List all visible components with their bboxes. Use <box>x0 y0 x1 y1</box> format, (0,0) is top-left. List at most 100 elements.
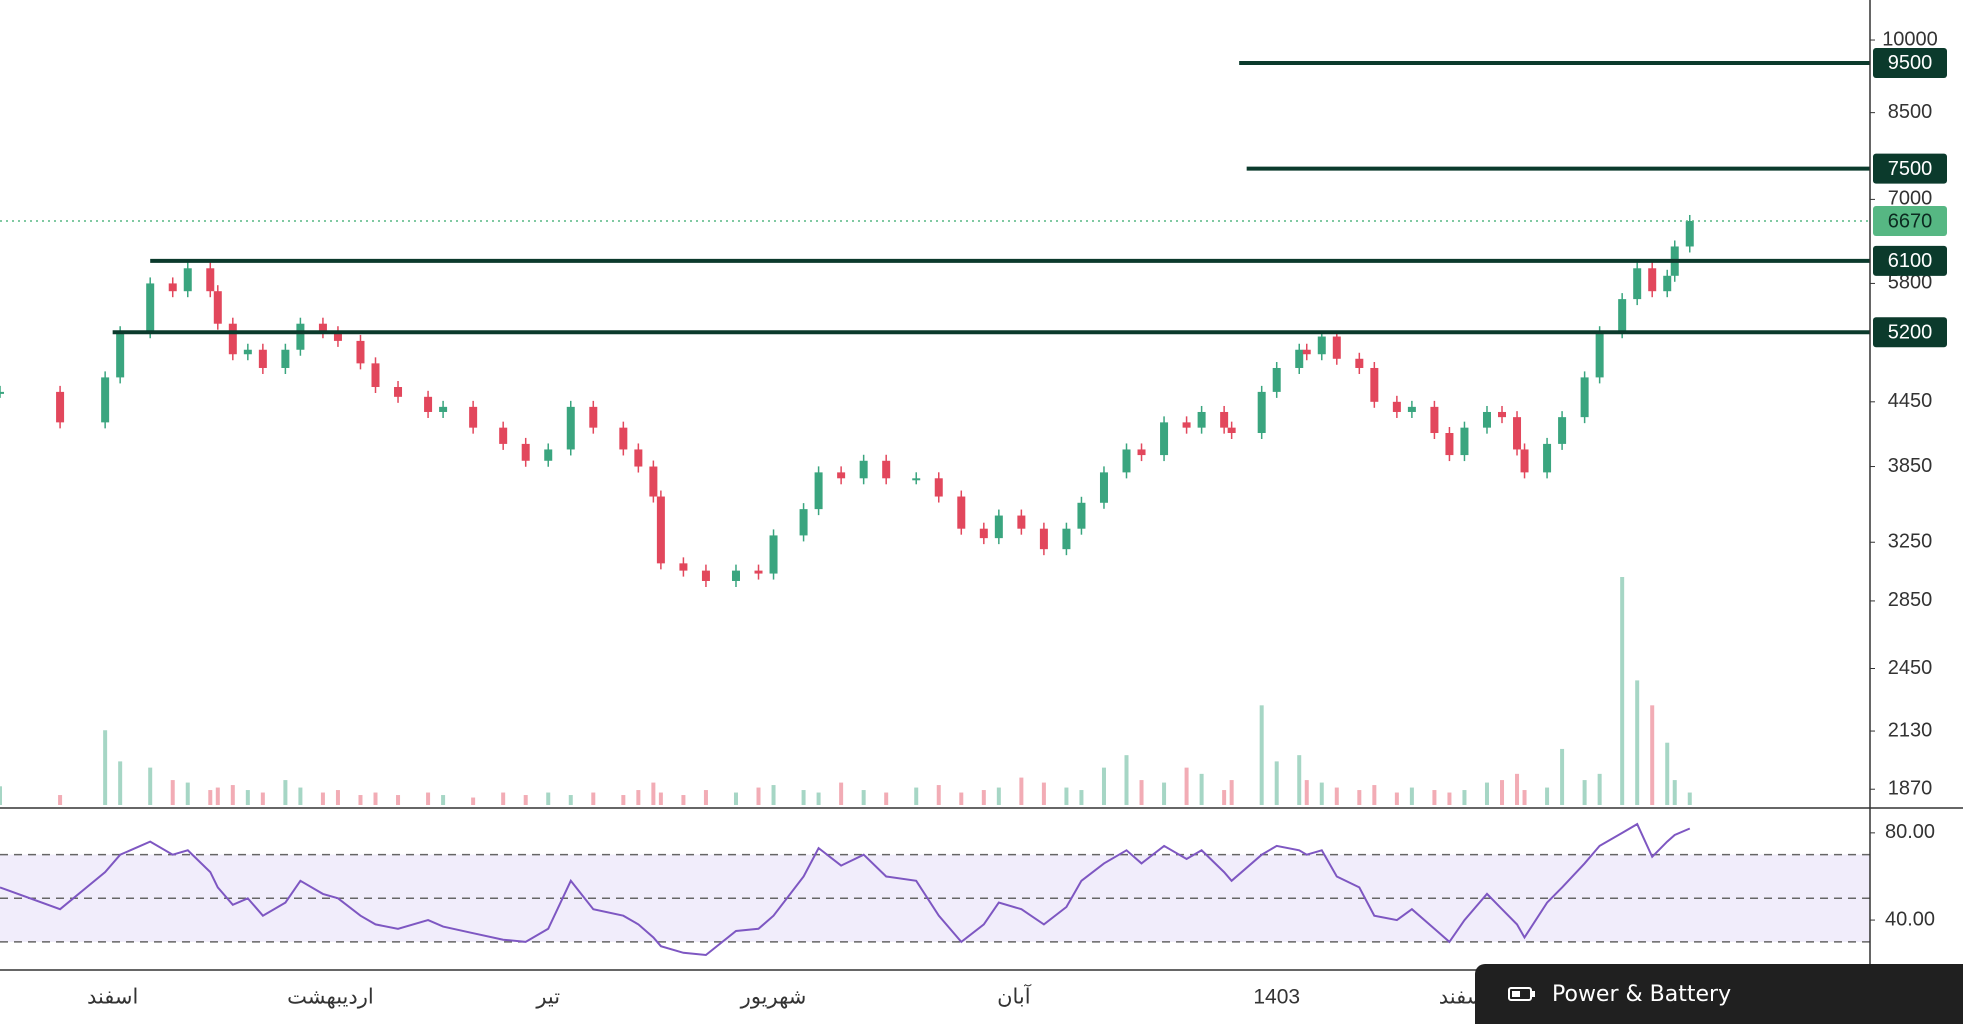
y-tick-label: 3850 <box>1888 455 1933 477</box>
x-tick-label: تیر <box>535 986 560 1010</box>
volume-bar <box>58 795 63 805</box>
candle-body <box>1685 220 1694 247</box>
volume-bar <box>1357 790 1362 805</box>
candle-body <box>101 377 110 423</box>
candle-body <box>318 323 327 333</box>
volume-bar <box>1139 780 1144 805</box>
candle-body <box>0 391 4 394</box>
candle-body <box>469 406 478 428</box>
volume-bar <box>245 790 250 805</box>
level-label-bg <box>1873 317 1947 348</box>
volume-bar <box>298 787 303 805</box>
volume-bar <box>1620 577 1625 805</box>
candle-body <box>1648 268 1657 292</box>
volume-bar <box>1101 767 1106 805</box>
volume-bar <box>1124 755 1129 805</box>
volume-bar <box>396 795 401 805</box>
candle-body <box>394 387 403 397</box>
volume-bar <box>884 792 889 805</box>
candle-body <box>1520 449 1529 473</box>
candle-body <box>589 406 598 428</box>
volume-bar <box>651 782 656 805</box>
volume-bar <box>1019 777 1024 805</box>
candle-body <box>1558 417 1567 444</box>
candle-body <box>859 460 868 479</box>
volume-bar <box>103 730 108 805</box>
x-tick-label: 1403 <box>1253 986 1300 1009</box>
level-label-bg <box>1873 153 1947 184</box>
volume-bar <box>441 795 446 805</box>
volume-bar <box>215 787 220 805</box>
candle-body <box>521 443 530 461</box>
candle-body <box>1220 411 1229 428</box>
candle-body <box>1272 367 1281 392</box>
volume-bar <box>185 782 190 805</box>
volume-bar <box>1259 705 1264 805</box>
candle-body <box>634 449 643 467</box>
candle-body <box>116 332 125 378</box>
candle-body <box>206 268 215 292</box>
candle-body <box>566 406 575 450</box>
volume-bar <box>1162 782 1167 805</box>
volume-bar <box>1687 792 1692 805</box>
volume-bar <box>148 767 153 805</box>
candle-body <box>731 570 740 581</box>
volume-bar <box>471 797 476 805</box>
volume-bar <box>501 792 506 805</box>
candle-body <box>837 472 846 479</box>
volume-bar <box>1582 780 1587 805</box>
candle-body <box>1460 427 1469 456</box>
candle-body <box>1160 422 1169 456</box>
candle-body <box>1122 449 1131 473</box>
candle-body <box>979 528 988 539</box>
candle-body <box>258 349 267 368</box>
candle-body <box>1392 401 1401 412</box>
volume-bar <box>703 790 708 805</box>
volume-bar <box>1229 780 1234 805</box>
candle-body <box>183 268 192 292</box>
notification-popup[interactable]: Power & Battery <box>1475 964 1963 1024</box>
volume-bar <box>523 795 528 805</box>
battery-icon <box>1508 987 1535 1001</box>
volume-bar <box>283 780 288 805</box>
candle-body <box>1482 411 1491 428</box>
candle-body <box>1370 367 1379 402</box>
volume-bar <box>426 792 431 805</box>
volume-bar <box>861 790 866 805</box>
volume-bar <box>260 792 265 805</box>
volume-bar <box>1222 790 1227 805</box>
candle-body <box>1580 377 1589 418</box>
candle-body <box>1099 472 1108 503</box>
x-tick-label: اردیبهشت <box>287 986 374 1010</box>
volume-bar <box>118 761 123 805</box>
volume-bar <box>546 792 551 805</box>
volume-bar <box>1484 782 1489 805</box>
y-tick-label: 1870 <box>1888 777 1933 799</box>
candle-body <box>1595 332 1604 378</box>
volume-bar <box>914 787 919 805</box>
volume-bar <box>358 795 363 805</box>
candle-body <box>439 406 448 412</box>
volume-bar <box>335 790 340 805</box>
candle-body <box>1355 358 1364 368</box>
volume-bar <box>1515 773 1520 805</box>
candle-body <box>146 283 155 333</box>
y-tick-label: 2130 <box>1888 719 1933 741</box>
volume-bar <box>1199 773 1204 805</box>
candle-body <box>994 515 1003 539</box>
candle-body <box>1257 391 1266 434</box>
candle-body <box>1618 299 1627 333</box>
candle-body <box>912 478 921 481</box>
volume-bar <box>1394 792 1399 805</box>
candle-body <box>1137 449 1146 456</box>
y-tick-label: 5800 <box>1888 272 1933 294</box>
volume-bar <box>1334 787 1339 805</box>
volume-bar <box>621 795 626 805</box>
candle-body <box>754 570 763 574</box>
candle-body <box>1182 422 1191 428</box>
candle-body <box>799 509 808 536</box>
last-price-label: 6670 <box>1888 210 1933 232</box>
candle-body <box>814 472 823 510</box>
volume-bar <box>1409 787 1414 805</box>
